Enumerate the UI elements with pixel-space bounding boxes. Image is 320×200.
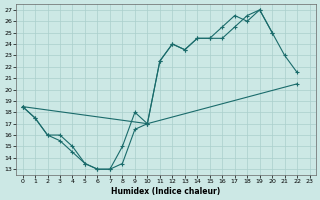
X-axis label: Humidex (Indice chaleur): Humidex (Indice chaleur) [111, 187, 221, 196]
